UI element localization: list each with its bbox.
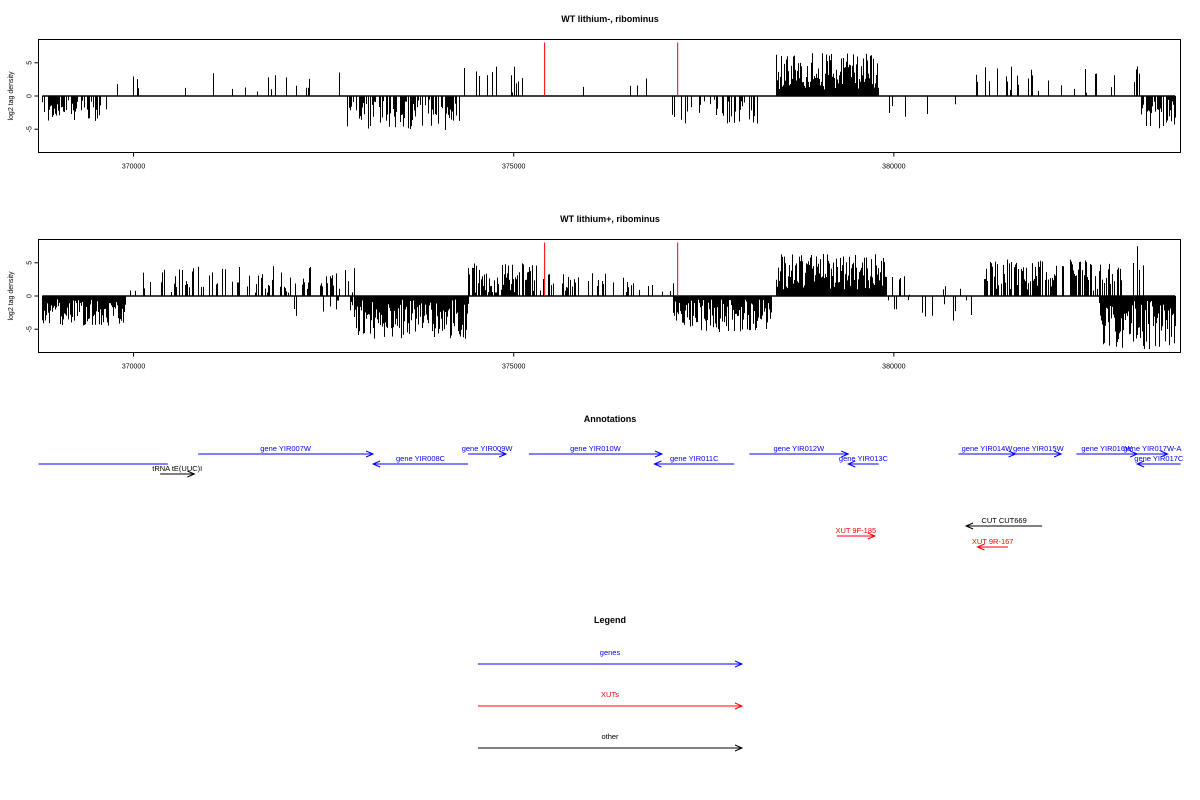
arrowhead xyxy=(964,522,974,530)
annotation-genes: gene YIR008C xyxy=(371,454,469,468)
legend-item: other xyxy=(478,732,744,752)
arrowhead xyxy=(187,470,196,478)
x-tick-label: 370000 xyxy=(122,164,145,171)
annotation-label: XUT 9R-167 xyxy=(972,537,1014,546)
annotation-label: gene YIR017W-A xyxy=(1123,444,1181,453)
annotation-genes: gene YIR015W xyxy=(1013,444,1065,458)
y-tick-label: -5 xyxy=(27,126,34,132)
y-tick-label: 0 xyxy=(27,94,34,98)
arrowhead xyxy=(734,660,744,668)
y-axis-label: log2 tag density xyxy=(8,271,15,321)
arrowhead xyxy=(498,450,508,458)
annotation-genes: gene YIR014W xyxy=(958,444,1017,458)
bar-series xyxy=(42,42,1176,130)
legend-title: Legend xyxy=(594,615,626,625)
track-title: WT lithium-, ribominus xyxy=(561,14,659,24)
x-tick-label: 375000 xyxy=(502,164,525,171)
x-tick-label: 380000 xyxy=(882,364,905,371)
annotation-genes: gene YIR010W xyxy=(528,444,664,458)
x-tick-label: 375000 xyxy=(502,364,525,371)
annotation-genes: gene YIR012W xyxy=(749,444,850,458)
arrowhead xyxy=(846,460,856,468)
annotations-title: Annotations xyxy=(584,414,637,424)
annotation-label: gene YIR014W xyxy=(962,444,1014,453)
x-tick-label: 370000 xyxy=(122,364,145,371)
annotation-label: gene YIR009W xyxy=(462,444,514,453)
track-title: WT lithium+, ribominus xyxy=(560,214,660,224)
track-panel-lithium-minus: WT lithium-, ribominus log2 tag density … xyxy=(8,14,1181,171)
arrowhead xyxy=(1135,460,1145,468)
annotation-features: tRNA tE(UUC)I gene YIR007W gene YIR008C gen… xyxy=(38,444,1184,551)
y-axis: -5 0 5 xyxy=(27,261,39,332)
arrowhead xyxy=(371,460,381,468)
x-axis: 370000 375000 380000 xyxy=(122,152,906,171)
annotation-XUTs: XUT 9R-167 xyxy=(972,537,1014,551)
y-axis-label: log2 tag density xyxy=(8,71,15,121)
arrowhead xyxy=(976,543,985,551)
annotation-label: gene YIR016W xyxy=(1081,444,1133,453)
y-tick-label: 5 xyxy=(27,261,34,265)
annotation-label: XUT 9F-185 xyxy=(835,526,876,535)
legend-label: XUTs xyxy=(601,690,619,699)
legend-label: genes xyxy=(600,648,621,657)
arrowhead xyxy=(734,744,744,752)
annotation-other: CUT CUT669 xyxy=(964,516,1043,530)
annotation-label: gene YIR015W xyxy=(1013,444,1065,453)
annotation-label: gene YIR013C xyxy=(839,454,889,463)
annotation-genes: gene YIR017C xyxy=(1134,454,1184,468)
y-axis: -5 0 5 xyxy=(27,61,39,132)
annotation-genes: gene YIR017W-A xyxy=(1123,444,1181,458)
legend-item: genes xyxy=(478,648,744,668)
annotation-label: gene YIR011C xyxy=(670,454,719,463)
x-axis: 370000 375000 380000 xyxy=(122,352,906,371)
legend-item: XUTs xyxy=(478,690,744,710)
legend-items: genes XUTs other xyxy=(478,648,744,752)
arrowhead xyxy=(654,450,664,458)
y-tick-label: 0 xyxy=(27,294,34,298)
y-tick-label: -5 xyxy=(27,326,34,332)
legend-label: other xyxy=(601,732,619,741)
annotation-XUTs: XUT 9F-185 xyxy=(835,526,877,540)
annotation-label: gene YIR008C xyxy=(396,454,446,463)
bar-series xyxy=(42,242,1176,350)
annotation-label: tRNA tE(UUC)I xyxy=(152,464,202,473)
arrowhead xyxy=(1160,450,1169,458)
arrowhead xyxy=(653,460,662,468)
track-panel-lithium-plus: WT lithium+, ribominus log2 tag density … xyxy=(8,214,1181,371)
annotation-other: tRNA tE(UUC)I xyxy=(152,464,202,478)
annotation-genes: gene YIR011C xyxy=(653,454,735,468)
annotation-genes: gene YIR007W xyxy=(198,444,375,458)
annotation-genes: gene YIR013C xyxy=(839,454,889,468)
annotation-label: gene YIR017C xyxy=(1134,454,1184,463)
arrowhead xyxy=(365,450,375,458)
x-tick-label: 380000 xyxy=(882,164,905,171)
annotation-label: CUT CUT669 xyxy=(981,516,1026,525)
annotation-label: gene YIR007W xyxy=(260,444,312,453)
arrowhead xyxy=(734,702,744,710)
arrowhead xyxy=(1053,450,1063,458)
annotation-genes: gene YIR009W xyxy=(462,444,514,458)
annotations-panel: Annotations tRNA tE(UUC)I gene YIR007W gen… xyxy=(38,414,1184,551)
arrowhead xyxy=(867,532,877,540)
legend: Legend genes XUTs other xyxy=(478,615,744,752)
annotation-label: gene YIR010W xyxy=(570,444,622,453)
arrowhead xyxy=(841,450,850,458)
annotation-label: gene YIR012W xyxy=(773,444,825,453)
y-tick-label: 5 xyxy=(27,61,34,65)
